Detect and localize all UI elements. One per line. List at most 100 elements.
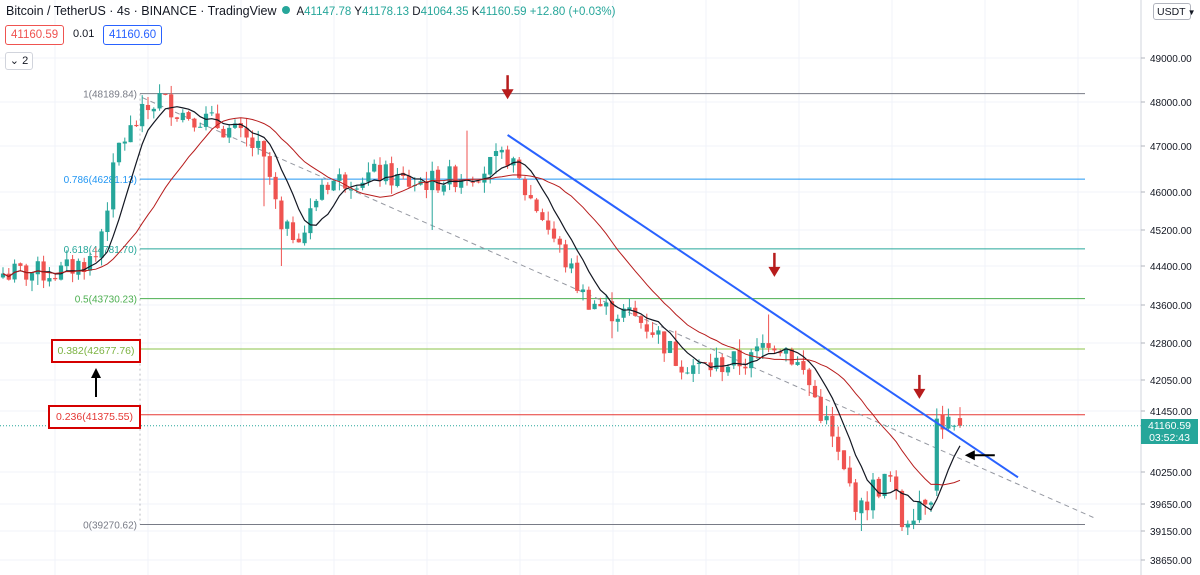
- candle-body: [737, 350, 742, 367]
- candle-body: [679, 366, 684, 373]
- candle-body: [836, 436, 841, 452]
- candle-body: [267, 156, 272, 177]
- candle-body: [853, 482, 858, 512]
- candle-body: [389, 163, 394, 186]
- candle-body: [569, 263, 574, 269]
- candle-body: [899, 490, 905, 528]
- candle-body: [383, 164, 388, 182]
- candle-body: [244, 128, 249, 138]
- candle-body: [12, 263, 17, 280]
- candle-body: [783, 348, 789, 354]
- fast-moving-average: [2, 106, 961, 511]
- candle-body: [667, 341, 673, 353]
- price-axis-tick-label: 42800.00: [1150, 339, 1192, 350]
- candle-body: [488, 156, 493, 175]
- candle-body: [731, 351, 736, 366]
- candle-body: [865, 501, 870, 511]
- candle-body: [302, 232, 307, 244]
- price-axis: 49000.00 48000.00 47000.00 46000.00 45200.00…: [1140, 0, 1200, 575]
- candle-body: [546, 220, 551, 230]
- candle-body: [696, 362, 702, 365]
- candle-body: [157, 93, 162, 109]
- candle-body: [93, 256, 98, 258]
- candle-body: [528, 195, 533, 199]
- candle-body: [145, 104, 151, 111]
- candle-body: [917, 501, 922, 521]
- candle-body: [592, 303, 597, 310]
- candle-body: [99, 231, 104, 258]
- candle-body: [493, 151, 499, 157]
- candle-body: [163, 93, 168, 95]
- candle-body: [957, 418, 963, 426]
- candle-body: [575, 262, 580, 291]
- currency-select[interactable]: USDT ▼: [1153, 3, 1196, 20]
- candle-body: [447, 166, 452, 185]
- candle-body: [395, 174, 400, 187]
- candle-body: [128, 125, 133, 143]
- price-axis-tick-label: 49000.00: [1150, 54, 1192, 65]
- candle-body: [847, 467, 852, 484]
- down-arrow-head: [501, 89, 514, 100]
- slow-moving-average: [2, 117, 961, 486]
- ohlc-readout: A41147.78 Y41178.13 D41064.35 K41160.59 …: [296, 6, 616, 18]
- candle-body: [366, 172, 371, 182]
- price-axis-tick-label: 41450.00: [1150, 407, 1192, 418]
- candle-body: [743, 366, 748, 369]
- left-arrow-head: [964, 450, 975, 461]
- candle-body: [296, 238, 301, 243]
- down-arrow-head: [768, 266, 781, 277]
- candle-body: [331, 180, 336, 191]
- candle-body: [830, 415, 835, 437]
- candle-body: [580, 289, 586, 293]
- price-axis-tick-label: 43600.00: [1150, 301, 1192, 312]
- candle-body: [377, 164, 383, 181]
- last-price-value: 41160.59: [1147, 420, 1191, 432]
- candle-body: [279, 200, 284, 230]
- candle-body: [859, 500, 864, 514]
- candle-body: [314, 200, 319, 208]
- candle-body: [604, 302, 609, 307]
- candle-body: [778, 351, 783, 354]
- candle-body: [754, 346, 760, 352]
- candle-body: [0, 273, 6, 278]
- candle-body: [522, 179, 528, 196]
- price-axis-tick-label: 39150.00: [1150, 527, 1192, 538]
- candle-body: [540, 212, 545, 220]
- fib-236-callout: 0.236(41375.55): [48, 405, 141, 429]
- candle-body: [198, 126, 203, 128]
- candle-body: [256, 140, 261, 148]
- descending-trendline: [507, 134, 1019, 479]
- candle-body: [905, 523, 910, 528]
- candle-body: [749, 352, 754, 369]
- candle-body: [725, 366, 731, 373]
- candle-body: [53, 277, 58, 280]
- candle-body: [459, 179, 464, 188]
- candle-body: [766, 343, 771, 348]
- candle-body: [940, 414, 945, 430]
- price-axis-tick-label: 47000.00: [1150, 142, 1192, 153]
- candle-body: [261, 141, 267, 157]
- candle-body: [372, 163, 377, 172]
- candlestick-series: [0, 84, 963, 536]
- candle-body: [470, 181, 475, 183]
- candle-body: [134, 124, 139, 127]
- candle-body: [772, 348, 777, 351]
- candle-body: [708, 362, 713, 371]
- candle-body: [894, 476, 899, 491]
- candle-body: [76, 260, 81, 275]
- candle-body: [215, 113, 220, 129]
- indicators-toggle-button[interactable]: ⌄ 2: [5, 52, 33, 70]
- candle-body: [505, 149, 510, 166]
- candle-body: [348, 189, 354, 191]
- sell-price-button[interactable]: 41160.59: [5, 25, 65, 45]
- price-axis-background: [1141, 0, 1200, 575]
- down-arrow-head: [913, 388, 926, 399]
- candle-body: [18, 263, 23, 266]
- candle-body: [650, 332, 655, 335]
- candle-body: [285, 221, 290, 229]
- candle-body: [227, 127, 232, 138]
- candle-body: [424, 181, 429, 190]
- candle-body: [876, 478, 881, 497]
- buy-price-button[interactable]: 41160.60: [103, 25, 163, 45]
